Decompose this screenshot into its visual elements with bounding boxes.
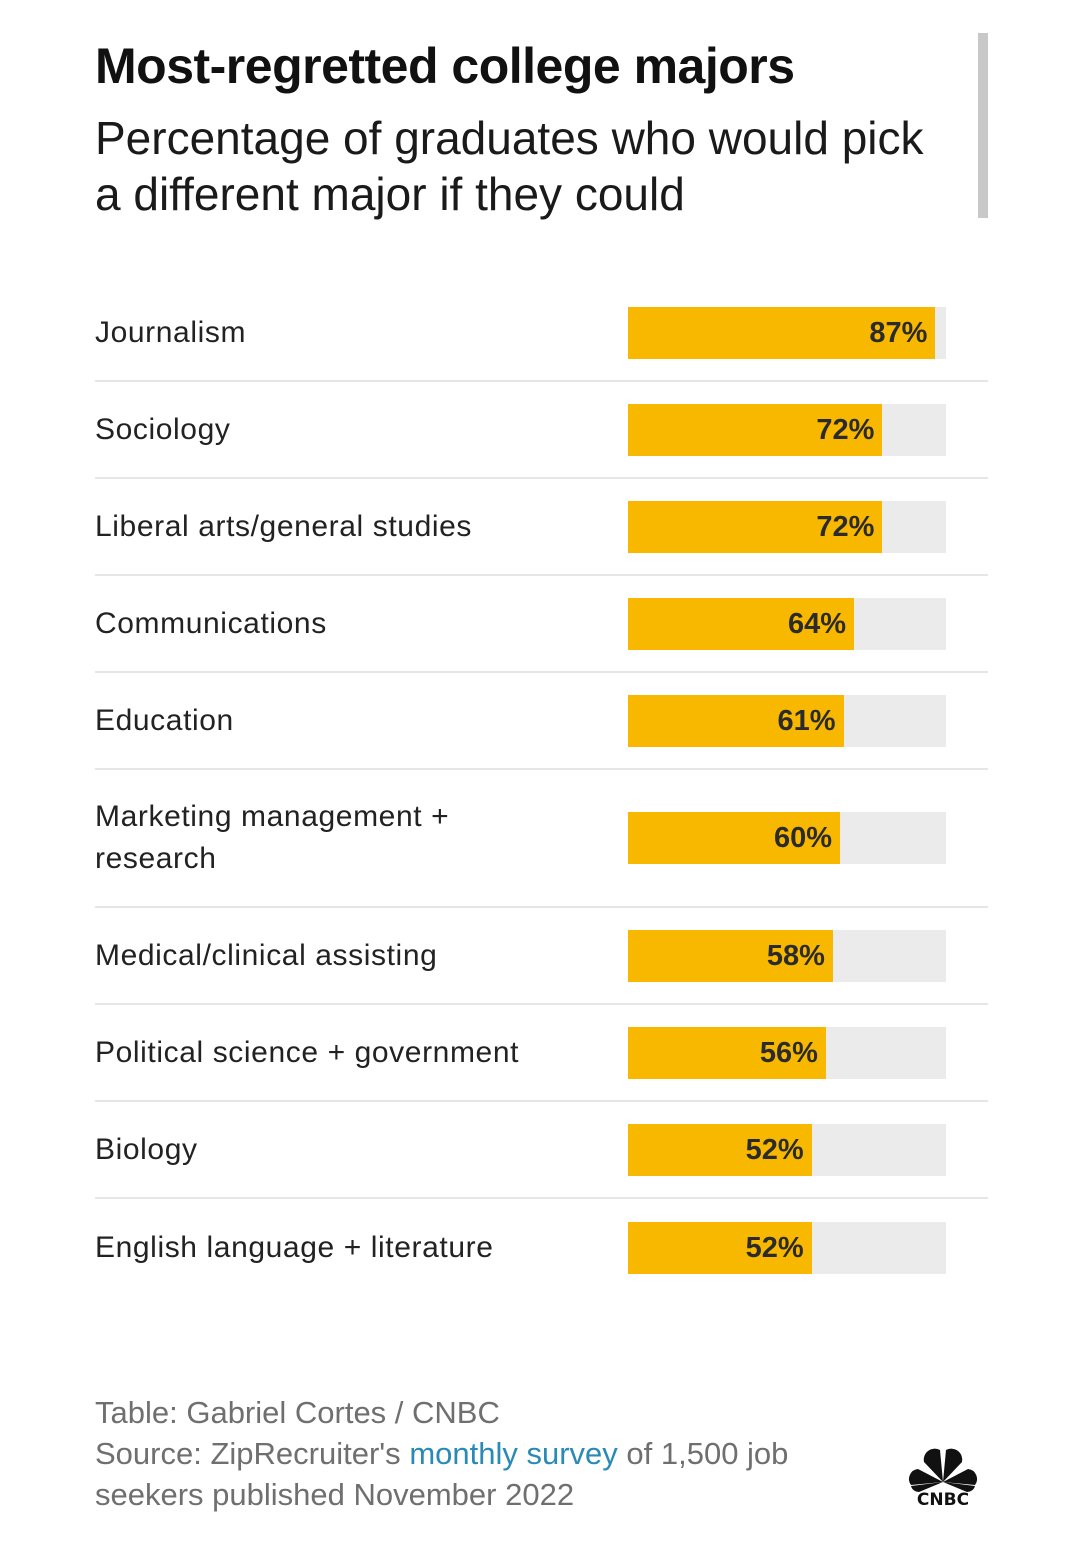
bar	[628, 500, 883, 553]
category-label: English language + literature	[95, 1230, 494, 1264]
category-label: Marketing management + research	[95, 800, 450, 875]
scrollbar[interactable]	[978, 33, 988, 218]
bar-track: 87%	[628, 306, 946, 359]
table-row: Education 61%	[95, 673, 988, 770]
bar-track: 61%	[628, 694, 946, 747]
source-suffix: of 1,500 job seekers published November …	[95, 1436, 789, 1512]
source-line: Source: ZipRecruiter's monthly survey of…	[95, 1433, 885, 1515]
table-row: Liberal arts/general studies 72%	[95, 479, 988, 576]
bar-value-label: 72%	[816, 413, 875, 446]
credit-line: Table: Gabriel Cortes / CNBC	[95, 1395, 500, 1430]
bar-value-label: 87%	[869, 316, 928, 349]
bar	[628, 929, 833, 982]
bar-value-label: 52%	[745, 1133, 804, 1166]
bar	[628, 1221, 812, 1274]
bar-value-label: 72%	[816, 510, 875, 543]
bar-value-label: 58%	[766, 939, 825, 972]
category-label: Liberal arts/general studies	[95, 509, 473, 543]
bar-table: Journalism 87% Sociology 72% Liberal arts/ge…	[95, 285, 988, 1296]
cnbc-logo: CNBC	[908, 1448, 978, 1508]
table-row: Marketing management + research 60%	[95, 770, 988, 908]
table-row: Political science + government 56%	[95, 1005, 988, 1102]
category-label: Sociology	[95, 412, 231, 446]
bar-value-label: 56%	[759, 1036, 818, 1069]
bar	[628, 694, 844, 747]
category-label: Political science + government	[95, 1035, 520, 1069]
category-label: Communications	[95, 606, 327, 640]
category-label: Medical/clinical assisting	[95, 938, 438, 972]
table-row: Biology 52%	[95, 1102, 988, 1199]
monthly-survey-link[interactable]: monthly survey	[409, 1436, 618, 1471]
table-row: English language + literature 52%	[95, 1199, 988, 1296]
table-row: Medical/clinical assisting 58%	[95, 908, 988, 1005]
category-label: Biology	[95, 1132, 198, 1166]
bar-value-label: 61%	[777, 704, 836, 737]
bar-track: 72%	[628, 500, 946, 553]
bar	[628, 403, 883, 456]
bar-value-label: 64%	[788, 607, 847, 640]
table-row: Communications 64%	[95, 576, 988, 673]
bar-track: 56%	[628, 1026, 946, 1079]
bar	[628, 812, 840, 864]
bar-track: 58%	[628, 929, 946, 982]
peacock-icon	[908, 1448, 978, 1493]
bar-value-label: 60%	[773, 822, 832, 854]
table-row: Sociology 72%	[95, 382, 988, 479]
bar-track: 52%	[628, 1221, 946, 1274]
category-label: Journalism	[95, 315, 247, 349]
bar	[628, 1123, 812, 1176]
bar-track: 64%	[628, 597, 946, 650]
bar-value-label: 52%	[745, 1231, 804, 1264]
bar	[628, 306, 936, 359]
source-prefix: Source: ZipRecruiter's	[95, 1436, 410, 1471]
bar-track: 72%	[628, 403, 946, 456]
bar	[628, 597, 855, 650]
bar	[628, 1026, 826, 1079]
chart-subtitle: Percentage of graduates who would pick a…	[95, 112, 924, 220]
category-label: Education	[95, 703, 234, 737]
table-row: Journalism 87%	[95, 285, 988, 382]
bar-track: 52%	[628, 1123, 946, 1176]
cnbc-logo-text: CNBC	[917, 1490, 969, 1508]
chart-title: Most-regretted college majors	[95, 38, 795, 94]
bar-track: 60%	[628, 812, 946, 864]
footer: Table: Gabriel Cortes / CNBC Source: Zip…	[95, 1392, 885, 1515]
